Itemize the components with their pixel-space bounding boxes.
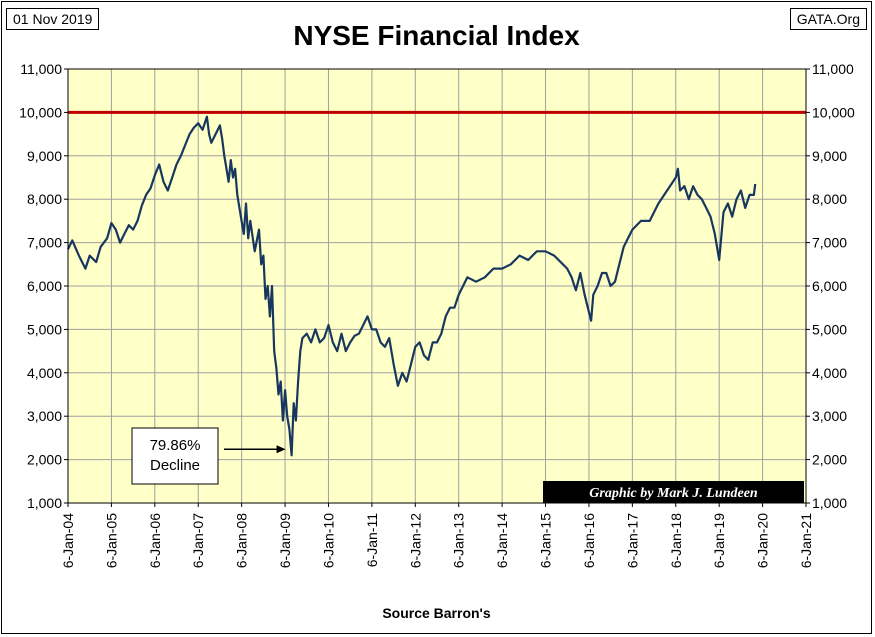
y-tick-label-right: 11,000: [812, 61, 854, 77]
series-line: [67, 115, 757, 457]
x-tick-label: 6-Jan-08: [234, 513, 250, 568]
y-tick-label-left: 10,000: [19, 104, 62, 120]
y-tick-label-left: 8,000: [27, 191, 62, 207]
x-tick-label: 6-Jan-12: [407, 513, 423, 568]
y-tick-label-left: 6,000: [27, 278, 62, 294]
y-tick-label-left: 11,000: [20, 61, 62, 77]
x-tick-label: 6-Jan-19: [711, 513, 727, 568]
y-tick-label-right: 2,000: [812, 452, 847, 468]
x-tick-label: 6-Jan-18: [668, 513, 684, 568]
right-y-axis-ticks: 1,000 2,000 3,000 4,000 5,000 6,000 7,000 8,000…: [806, 61, 855, 511]
date-label: 01 Nov 2019: [6, 8, 100, 30]
x-tick-label: 6-Jan-11: [364, 513, 380, 567]
x-tick-label: 6-Jan-21: [798, 513, 814, 568]
x-tick-label: 6-Jan-04: [60, 513, 76, 568]
y-tick-label-right: 3,000: [812, 408, 847, 424]
y-tick-label-left: 5,000: [27, 321, 62, 337]
y-tick-label-left: 2,000: [27, 452, 62, 468]
x-tick-label: 6-Jan-09: [277, 513, 293, 568]
y-tick-label-right: 6,000: [812, 278, 847, 294]
annotation-box: [131, 427, 219, 485]
x-tick-label: 6-Jan-10: [320, 513, 336, 568]
x-tick-label: 6-Jan-05: [103, 513, 119, 568]
x-tick-label: 6-Jan-07: [190, 513, 206, 568]
credit-text: Graphic by Mark J. Lundeen: [589, 486, 758, 501]
annotation-text: 79.86%: [150, 437, 201, 454]
left-y-axis-ticks: 1,000 2,000 3,000 4,000 5,000 6,000 7,000 8,000…: [19, 61, 68, 511]
y-tick-label-left: 7,000: [27, 235, 62, 251]
x-tick-label: 6-Jan-13: [451, 513, 467, 568]
y-tick-label-right: 8,000: [812, 191, 847, 207]
plot-border: [67, 68, 807, 504]
x-tick-label: 6-Jan-17: [624, 513, 640, 568]
y-tick-label-right: 9,000: [812, 148, 847, 164]
annotation-text: Decline: [150, 457, 200, 474]
x-tick-label: 6-Jan-06: [147, 513, 163, 568]
y-tick-label-left: 1,000: [27, 495, 62, 511]
y-tick-label-left: 3,000: [27, 408, 62, 424]
x-tick-label: 6-Jan-16: [581, 513, 597, 568]
decline-annotation: 79.86% Decline: [131, 427, 286, 485]
y-tick-label-right: 10,000: [812, 104, 855, 120]
credit-box: Graphic by Mark J. Lundeen: [543, 481, 804, 503]
y-tick-label-right: 1,000: [812, 495, 847, 511]
y-tick-label-left: 9,000: [27, 148, 62, 164]
site-label: GATA.Org: [789, 8, 867, 30]
x-axis-ticks: 6-Jan-04 6-Jan-05 6-Jan-06 6-Jan-07 6-Jan-08…: [60, 503, 814, 568]
x-tick-label: 6-Jan-15: [538, 513, 554, 568]
x-axis-label: Source Barron's: [382, 605, 491, 621]
x-tick-label: 6-Jan-20: [755, 513, 771, 568]
y-tick-label-right: 7,000: [812, 235, 847, 251]
y-tick-label-right: 4,000: [812, 365, 847, 381]
y-tick-label-right: 5,000: [812, 321, 847, 337]
chart-title: NYSE Financial Index: [293, 20, 580, 51]
x-tick-label: 6-Jan-14: [494, 513, 510, 568]
y-tick-label-left: 4,000: [27, 365, 62, 381]
annotation-arrowhead: [276, 445, 286, 454]
